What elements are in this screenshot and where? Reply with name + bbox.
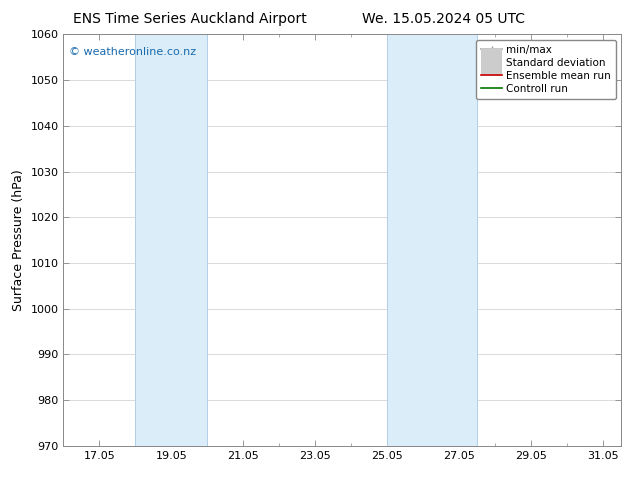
Text: We. 15.05.2024 05 UTC: We. 15.05.2024 05 UTC (362, 12, 526, 26)
Text: ENS Time Series Auckland Airport: ENS Time Series Auckland Airport (74, 12, 307, 26)
Legend: min/max, Standard deviation, Ensemble mean run, Controll run: min/max, Standard deviation, Ensemble me… (476, 40, 616, 99)
Bar (136, 34, 207, 446)
Text: © weatheronline.co.nz: © weatheronline.co.nz (69, 47, 196, 57)
Y-axis label: Surface Pressure (hPa): Surface Pressure (hPa) (12, 169, 25, 311)
Bar (387, 34, 477, 446)
